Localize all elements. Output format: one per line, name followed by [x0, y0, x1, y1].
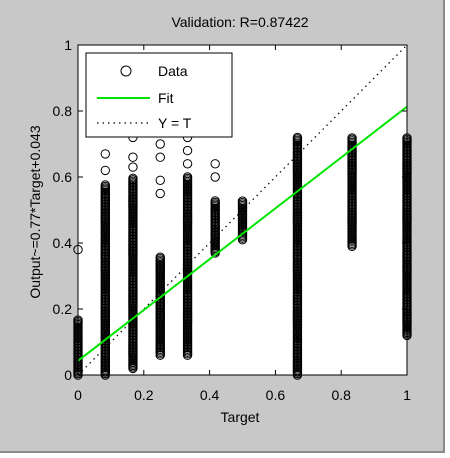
data-point [155, 152, 165, 162]
data-point [155, 175, 165, 186]
x-axis-label: Target [221, 409, 260, 425]
data-point [128, 162, 138, 172]
x-tick-label: 0.6 [266, 387, 286, 403]
identity-line [77, 44, 408, 376]
scatter-chart: 0 0.2 0.4 0.6 0.8 1 0 0.2 0.4 0.6 0.8 1 Validation:… [27, 14, 412, 425]
chart-title: Validation: R=0.87422 [171, 14, 308, 30]
axes-frame [77, 44, 408, 376]
data-point [210, 196, 220, 206]
y-axis-label: Output~=0.77*Target+0.043 [27, 125, 43, 298]
legend-fit-label: Fit [158, 90, 174, 106]
data-point [182, 159, 193, 169]
y-tick-label: 0.8 [53, 103, 73, 119]
data-point [128, 173, 138, 184]
legend-data-label: Data [158, 63, 188, 79]
x-tick-label: 0 [74, 387, 82, 403]
data-point [182, 145, 193, 156]
x-tick-label: 1 [403, 387, 411, 403]
axis-ticks: 0 0.2 0.4 0.6 0.8 1 0 0.2 0.4 0.6 0.8 1 [53, 37, 412, 403]
data-point [347, 133, 357, 143]
legend: Data Fit Y = T [85, 52, 233, 138]
x-tick-label: 0.4 [200, 387, 220, 403]
data-point [100, 180, 111, 190]
legend-data-marker [120, 65, 132, 77]
y-tick-label: 0.4 [53, 235, 73, 251]
data-point [155, 188, 165, 199]
data-point [210, 159, 220, 169]
figure-window: 0 0.2 0.4 0.6 0.8 1 0 0.2 0.4 0.6 0.8 1 Validation:… [0, 0, 445, 453]
legend-identity-label: Y = T [158, 115, 192, 131]
data-point [292, 132, 303, 143]
data-point [237, 196, 248, 206]
x-tick-label: 0.8 [331, 387, 351, 403]
y-tick-label: 0.2 [53, 301, 73, 317]
fit-line [77, 105, 408, 362]
y-tick-label: 1 [64, 37, 72, 53]
data-point [155, 139, 165, 149]
legend-box [85, 52, 233, 138]
x-tick-label: 0.2 [134, 387, 154, 403]
data-point [210, 172, 220, 182]
y-tick-label: 0 [64, 367, 72, 383]
data-point [182, 172, 193, 182]
data-point [128, 152, 138, 162]
y-tick-label: 0.6 [53, 169, 73, 185]
data-point [100, 149, 111, 159]
data-point [100, 165, 111, 176]
data-point [155, 252, 165, 262]
